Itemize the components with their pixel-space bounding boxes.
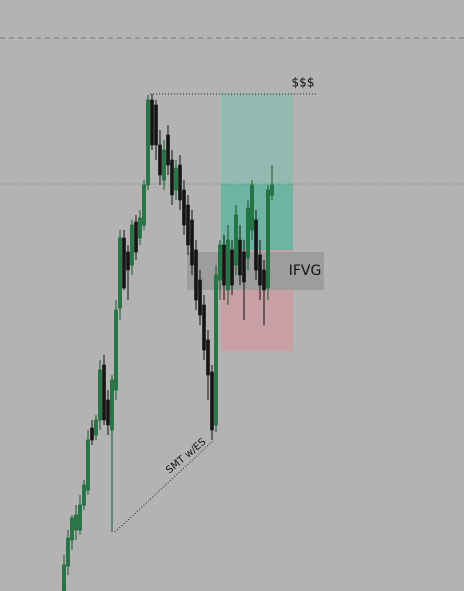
candle	[126, 245, 130, 300]
candle	[218, 240, 222, 300]
candle	[186, 195, 190, 255]
candle	[266, 185, 270, 300]
candle	[110, 375, 114, 532]
candle	[94, 415, 98, 440]
gap-label: IFVG	[289, 263, 322, 279]
candle	[154, 100, 158, 160]
candle	[78, 495, 82, 535]
candle	[198, 270, 202, 325]
candle	[214, 265, 218, 432]
target-label: $$$	[292, 76, 315, 90]
candle	[262, 260, 266, 325]
candle	[170, 150, 174, 205]
candle	[206, 330, 210, 400]
candle	[142, 180, 146, 230]
candle	[246, 200, 250, 270]
candle	[174, 160, 178, 200]
candle	[66, 530, 70, 575]
candle	[178, 155, 182, 210]
candle	[226, 225, 230, 305]
candle	[166, 125, 170, 175]
candle	[250, 180, 254, 240]
candle	[258, 240, 262, 300]
candle	[230, 240, 234, 295]
candle	[86, 430, 90, 495]
candle	[74, 505, 78, 540]
candle	[82, 480, 86, 510]
candle	[134, 215, 138, 260]
candle	[162, 140, 166, 190]
candle	[270, 165, 274, 200]
candle	[62, 555, 66, 591]
candle	[106, 390, 110, 435]
candle	[210, 365, 214, 440]
candles	[62, 94, 274, 591]
candle	[254, 210, 258, 280]
target-zone	[221, 94, 293, 184]
candle	[182, 180, 186, 235]
candle	[150, 94, 154, 150]
candle	[70, 515, 74, 550]
candle	[194, 240, 198, 310]
candle	[102, 355, 106, 425]
candle	[190, 210, 194, 275]
candle	[98, 360, 102, 430]
candle	[90, 420, 94, 445]
candle	[146, 95, 150, 190]
candle	[138, 210, 142, 245]
candle	[202, 295, 206, 360]
candle	[122, 230, 126, 290]
candle	[114, 300, 118, 400]
candle	[238, 225, 242, 285]
candle	[222, 235, 226, 300]
candle	[130, 220, 134, 275]
candle	[242, 240, 246, 320]
candle	[118, 230, 122, 320]
candle	[158, 130, 162, 185]
candle	[234, 205, 238, 275]
